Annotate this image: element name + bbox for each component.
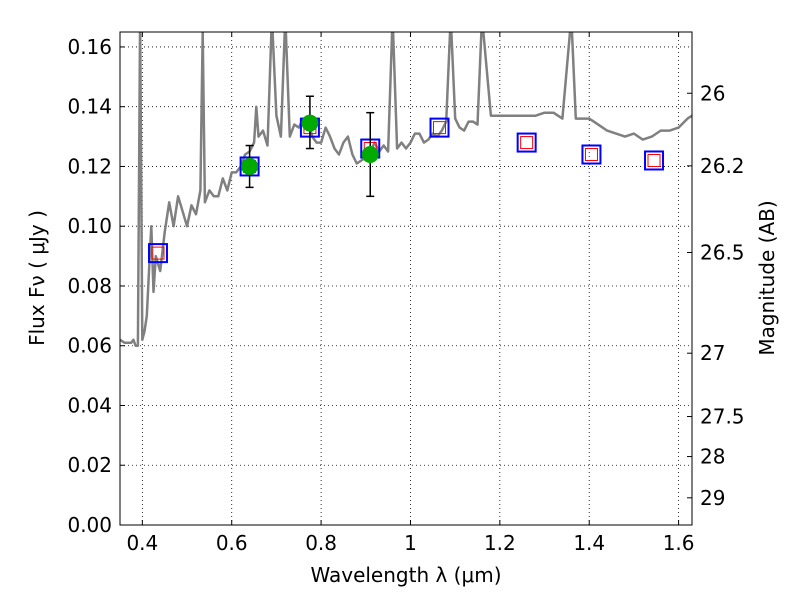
model-point-inner-square [151, 246, 165, 260]
x-tick-label: 0.8 [305, 531, 337, 555]
model-point-inner-square [584, 148, 598, 162]
x-tick-label: 0.6 [216, 531, 248, 555]
y-tick-label: 0.04 [67, 393, 112, 417]
y2-axis-label: Magnitude (AB) [755, 200, 779, 355]
y-tick-label: 0.16 [67, 35, 112, 59]
y2-tick-label: 26.5 [700, 241, 745, 265]
model-point-square [644, 150, 665, 171]
y2-tick-label: 26 [700, 81, 725, 105]
y-tick-label: 0.02 [67, 453, 112, 477]
x-tick-label: 1 [404, 531, 417, 555]
model-point-inner-square [520, 136, 534, 150]
x-tick-label: 0.4 [126, 531, 158, 555]
model-point-inner-square [647, 153, 661, 167]
y-tick-label: 0.00 [67, 513, 112, 537]
plot-area [120, 32, 692, 347]
model-point-inner-square [433, 121, 447, 135]
model-point-square [429, 117, 450, 138]
model-point-square [147, 243, 168, 264]
y2-tick-label: 29 [700, 486, 725, 510]
observed-point [241, 157, 259, 175]
x-tick-label: 1.4 [573, 531, 605, 555]
ticks: 0.4 0.6 0.8 1 1.2 1.4 1.6 0.00 0.02 0.04 0.06 0.08 0… [67, 32, 745, 555]
observed-point [361, 146, 379, 164]
y-tick-label: 0.14 [67, 95, 112, 119]
y2-tick-label: 26.2 [700, 154, 745, 178]
x-tick-label: 1.2 [484, 531, 516, 555]
y-tick-label: 0.08 [67, 274, 112, 298]
y-tick-label: 0.06 [67, 334, 112, 358]
y-axis-label: Flux Fν ( μJy ) [25, 210, 49, 346]
observed-point [301, 114, 319, 132]
x-axis-label: Wavelength λ (μm) [310, 563, 501, 587]
x-tick-label: 1.6 [663, 531, 695, 555]
model-point-square [581, 144, 602, 165]
model-point-square [516, 132, 537, 153]
spectrum-line [120, 32, 692, 347]
y2-tick-label: 28 [700, 445, 725, 469]
y2-tick-label: 27.5 [700, 405, 745, 429]
y2-tick-label: 27 [700, 341, 725, 365]
plot-frame [119, 31, 693, 526]
y-tick-label: 0.10 [67, 214, 112, 238]
y-tick-label: 0.12 [67, 154, 112, 178]
